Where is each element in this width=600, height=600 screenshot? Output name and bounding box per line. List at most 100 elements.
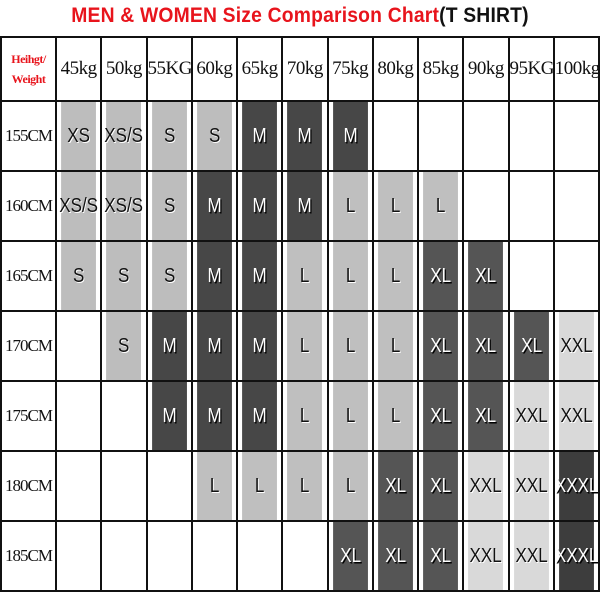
table-row: 185CM XL XL XL XXL XXL XXXL — [0, 520, 600, 592]
size-value: XL — [468, 383, 504, 449]
size-value: L — [377, 173, 413, 239]
size-cell: XS/S — [100, 100, 148, 172]
size-value: M — [242, 313, 278, 379]
size-value: XL — [423, 453, 459, 519]
size-value: XL — [468, 243, 504, 309]
size-value: L — [287, 313, 323, 379]
weight-header: 100kg — [552, 36, 600, 102]
size-value: XL — [423, 243, 459, 309]
chart-title: MEN & WOMEN Size Comparison Chart(T SHIR… — [24, 4, 576, 28]
size-value: XXXL — [556, 453, 597, 519]
size-value: M — [151, 313, 187, 379]
size-cell — [100, 380, 148, 452]
size-cell: L — [281, 310, 329, 382]
size-cell — [507, 240, 555, 312]
size-cell: XXXL — [552, 450, 600, 522]
size-cell: M — [235, 100, 284, 172]
size-cell: L — [371, 310, 420, 382]
size-cell: XL — [416, 240, 465, 312]
size-cell: XXXL — [552, 520, 600, 592]
size-cell: M — [235, 380, 284, 452]
size-cell: XS/S — [100, 170, 148, 242]
size-cell: XL — [416, 380, 465, 452]
size-cell: L — [190, 450, 239, 522]
weight-header: 85kg — [416, 36, 465, 102]
size-cell: M — [281, 100, 329, 172]
size-value: S — [151, 173, 187, 239]
size-cell: XL — [371, 520, 420, 592]
header-row: Heihgt/Weight 45kg 50kg 55KG 60kg 65kg 70kg 75… — [0, 36, 600, 102]
size-value: XXL — [513, 383, 549, 449]
size-value: XXL — [468, 523, 504, 589]
size-value: XL — [377, 523, 413, 589]
weight-header: 65kg — [235, 36, 284, 102]
size-value: S — [61, 243, 97, 309]
size-cell: L — [371, 170, 420, 242]
size-value: XXXL — [556, 523, 597, 589]
height-label: 180CM — [0, 450, 57, 522]
size-cell: XL — [326, 520, 374, 592]
size-cell: XXL — [552, 380, 600, 452]
size-cell: M — [326, 100, 374, 172]
size-cell: XL — [507, 310, 555, 382]
size-cell: XL — [462, 240, 510, 312]
title-suffix: (T SHIRT) — [439, 4, 529, 27]
size-cell: L — [235, 450, 284, 522]
table-row: 155CM XS XS/S S S M M M — [0, 100, 600, 172]
table-row: 165CM S S S M M L L L XL XL — [0, 240, 600, 312]
size-value: L — [332, 383, 368, 449]
size-cell: L — [416, 170, 465, 242]
size-value: L — [287, 453, 323, 519]
size-value: M — [242, 103, 278, 169]
size-value: M — [242, 243, 278, 309]
table-row: 160CM XS/S XS/S S M M M L L L — [0, 170, 600, 242]
size-cell — [552, 100, 600, 172]
size-value: L — [287, 383, 323, 449]
weight-header: 45kg — [54, 36, 103, 102]
size-value: M — [332, 103, 368, 169]
size-cell: L — [371, 240, 420, 312]
corner-label: Heihgt/Weight — [0, 36, 57, 102]
size-table: Heihgt/Weight 45kg 50kg 55KG 60kg 65kg 70kg 75… — [0, 36, 600, 592]
table-row: 175CM M M M L L L XL XL XXL XXL — [0, 380, 600, 452]
size-cell — [552, 240, 600, 312]
size-cell — [100, 450, 148, 522]
size-value: XL — [332, 523, 368, 589]
size-cell: S — [145, 170, 193, 242]
size-value: L — [287, 243, 323, 309]
size-cell — [462, 100, 510, 172]
height-label: 160CM — [0, 170, 57, 242]
size-cell: M — [235, 310, 284, 382]
size-value: M — [242, 383, 278, 449]
size-cell: XXL — [507, 450, 555, 522]
size-value: L — [242, 453, 278, 519]
size-cell: L — [326, 240, 374, 312]
size-cell — [145, 450, 193, 522]
table-row: 170CM S M M M L L L XL XL XL XXL — [0, 310, 600, 382]
size-value: L — [332, 173, 368, 239]
size-cell: M — [190, 380, 239, 452]
size-cell: S — [100, 310, 148, 382]
size-value: XL — [513, 313, 549, 379]
size-cell — [190, 520, 239, 592]
size-value: XL — [468, 313, 504, 379]
weight-header: 50kg — [100, 36, 148, 102]
size-cell: XL — [416, 310, 465, 382]
size-value: S — [151, 103, 187, 169]
size-cell — [507, 100, 555, 172]
size-cell — [462, 170, 510, 242]
size-cell: S — [145, 100, 193, 172]
size-cell: L — [281, 240, 329, 312]
size-value: M — [242, 173, 278, 239]
size-cell: XL — [416, 450, 465, 522]
size-cell: S — [145, 240, 193, 312]
size-cell: XS — [54, 100, 103, 172]
size-value: L — [332, 243, 368, 309]
corner-line-2: Weight — [11, 72, 46, 86]
size-cell: XXL — [507, 380, 555, 452]
size-value: L — [332, 313, 368, 379]
size-cell — [100, 520, 148, 592]
size-cell: XXL — [552, 310, 600, 382]
size-value: M — [287, 103, 323, 169]
size-cell: L — [326, 380, 374, 452]
